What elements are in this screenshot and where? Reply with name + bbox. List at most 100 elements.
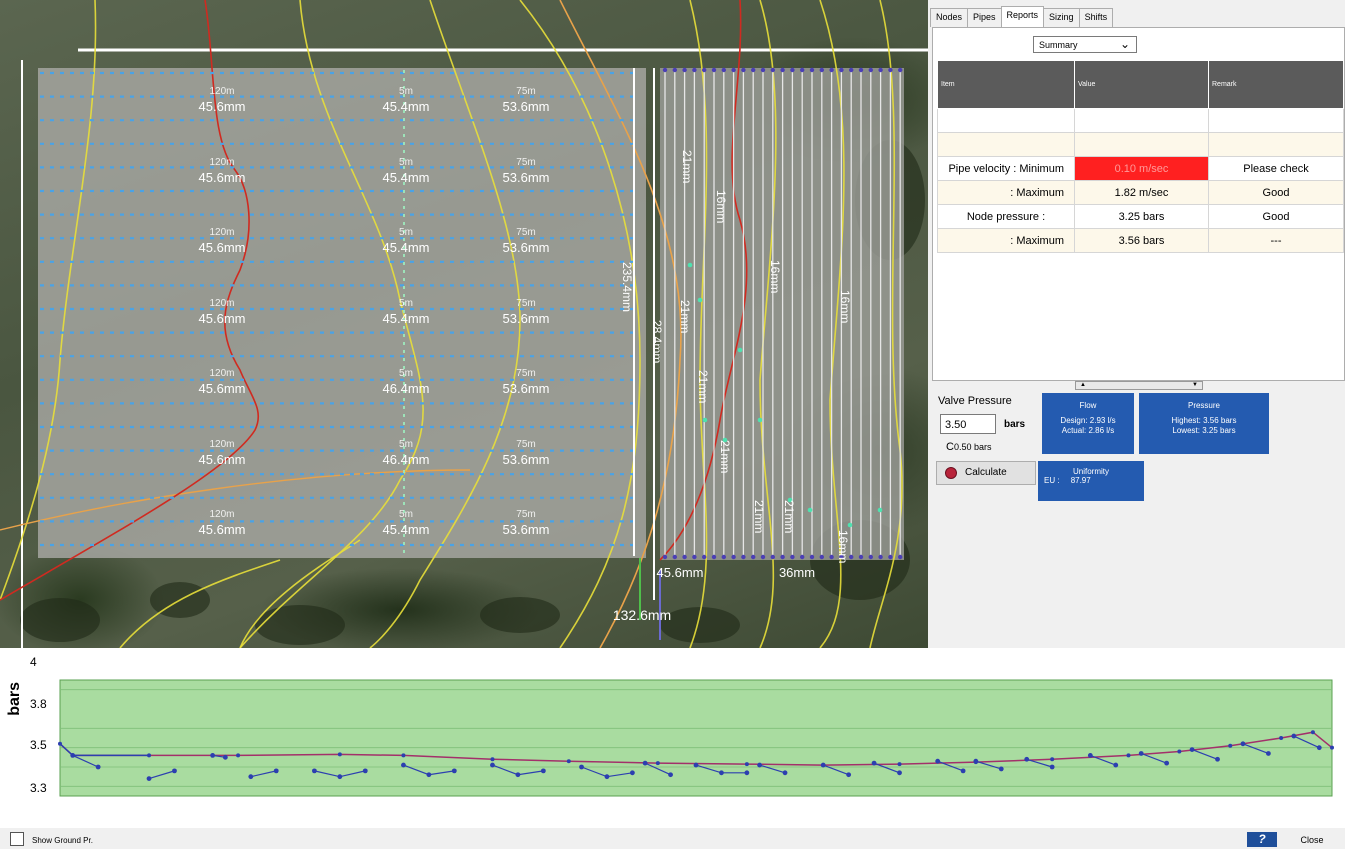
pipe-length-label: 120m	[209, 438, 235, 450]
pipe-diameter-label: 53.6mm	[502, 310, 550, 326]
pipe-length-label: 120m	[209, 156, 235, 168]
summary-table: Item Value Remark Pipe velocity : Mi	[937, 60, 1344, 253]
emitter-node	[682, 67, 687, 73]
pipe-diameter-label: 45.4mm	[382, 522, 430, 537]
junction-node	[697, 297, 703, 303]
emitter-node	[888, 67, 893, 73]
red-terrain-line	[0, 0, 260, 601]
pipe-diameter-label: 53.6mm	[502, 169, 550, 185]
row-item: : Maximum	[937, 228, 1075, 253]
pressure-highest-row: Highest: 3.56 bars	[1139, 416, 1269, 426]
flow-actual-row: Actual: 2.86 l/s	[1042, 426, 1134, 436]
pressure-tolerance: C0.50 bars	[946, 441, 991, 453]
emitter-node	[741, 67, 746, 73]
lateral-diameter-label: 16mm	[768, 260, 782, 294]
row-remark: Good	[1208, 180, 1344, 205]
row-value: 3.56 bars	[1074, 228, 1209, 253]
table-header-row: Item Value Remark	[937, 60, 1344, 109]
report-type-value: Summary	[1039, 40, 1078, 50]
lateral-pressure-line	[1026, 758, 1053, 768]
valve-pressure-input[interactable]: 3.50	[940, 414, 996, 434]
pipe-diameter-label: 45.6mm	[198, 310, 246, 326]
pipe-label: 75m 53.6mm	[503, 296, 550, 326]
tab-reports[interactable]: Reports	[1000, 6, 1045, 27]
pipe-diameter-label: 36mm	[778, 565, 816, 580]
flow-design-row: Design: 2.93 l/s	[1042, 416, 1134, 426]
pressure-point	[490, 762, 495, 768]
tab-shifts[interactable]: Shifts	[1078, 8, 1114, 27]
show-ground-label: Show Ground Pr.	[32, 836, 93, 845]
lateral-pressure-line	[759, 764, 786, 774]
pressure-point	[337, 752, 342, 757]
profile-y-tick: 3.3	[30, 781, 47, 795]
emitter-node	[878, 67, 883, 73]
lateral-diameter-label: 21mm	[696, 370, 710, 404]
pipe-length-label: 75m	[516, 438, 536, 450]
pipe-label: 75m 53.6mm	[503, 155, 550, 185]
pipe-diameter-label: 45.6mm	[198, 451, 246, 467]
emitter-node	[672, 67, 677, 73]
junction-node	[757, 417, 763, 423]
profile-y-title: bars	[6, 682, 23, 716]
emitter-node	[770, 554, 775, 560]
pressure-point	[1049, 764, 1055, 770]
row-item	[937, 108, 1075, 133]
uniformity-row: EU : 87.97	[1038, 476, 1144, 486]
emitter-node	[858, 554, 864, 560]
pipe-diameter-label: 45.6mm	[198, 169, 246, 185]
pipe-label: 75m 53.6mm	[503, 366, 550, 396]
profile-y-tick: 4	[30, 655, 37, 669]
pressure-point	[222, 754, 228, 760]
close-button[interactable]: Close	[1282, 832, 1342, 847]
emitter-node	[898, 67, 903, 73]
profile-y-tick: 3.5	[30, 738, 47, 752]
junction-node	[687, 262, 693, 268]
lateral-pressure-line	[72, 754, 99, 768]
calculate-button[interactable]: Calculate	[936, 461, 1036, 485]
pressure-point	[998, 766, 1004, 772]
contour-line	[239, 539, 361, 648]
emitter-node	[868, 67, 873, 73]
emitter-node	[829, 67, 834, 73]
contour-line	[0, 0, 97, 601]
emitter-node	[858, 67, 864, 73]
pressure-point	[642, 760, 648, 766]
report-panel: Nodes Pipes Reports Sizing Shifts Summar…	[928, 0, 1345, 648]
pressure-point	[1189, 747, 1195, 752]
pressure-point	[172, 768, 177, 774]
emitter-node	[888, 554, 893, 560]
lateral-pressure-line	[1293, 735, 1320, 749]
map-overlay	[0, 0, 928, 648]
pipe-label: 5m 45.4mm	[383, 155, 430, 185]
help-icon[interactable]: ?	[1247, 832, 1277, 847]
row-item	[937, 132, 1075, 157]
pipe-label: 5m 46.4mm	[383, 366, 430, 396]
tree-canopy	[660, 607, 740, 643]
calculate-icon	[945, 467, 957, 479]
row-item: Node pressure :	[937, 204, 1075, 229]
pressure-point	[540, 768, 546, 774]
pressure-highest-value: 3.56 bars	[1203, 416, 1237, 425]
pressure-point	[1330, 745, 1334, 750]
tab-nodes[interactable]: Nodes	[930, 8, 969, 27]
panel-splitter[interactable]: ▲ ▼	[1075, 381, 1203, 390]
show-ground-checkbox[interactable]	[10, 832, 24, 846]
table-row: Node pressure : 3.25 bars Good	[937, 204, 1344, 229]
emitter-node	[790, 554, 795, 560]
junction-node	[722, 437, 728, 443]
report-type-select[interactable]: Summary ⌄	[1033, 36, 1137, 53]
tab-pipes[interactable]: Pipes	[967, 8, 1002, 27]
pressure-point	[630, 770, 635, 776]
map-view[interactable]: 120m 45.6mm 5m 45.4mm 75m 53.6mm 120m 45.6mm 5m 4…	[0, 0, 928, 648]
pipe-length-label: 120m	[209, 509, 235, 520]
tab-sizing[interactable]: Sizing	[1043, 8, 1080, 27]
pressure-profile-chart	[58, 679, 1334, 797]
lateral-diameter-label: 16mm	[838, 290, 852, 324]
pipe-length-label: 75m	[516, 156, 536, 168]
emitter-node	[898, 554, 903, 560]
pipe-diameter-label: 45.6mm	[198, 99, 246, 114]
pipe-diameter-label: 45.4mm	[382, 99, 430, 114]
pipe-length-label: 5m	[399, 438, 413, 450]
emitter-node	[800, 554, 805, 560]
emitter-node	[662, 554, 668, 560]
